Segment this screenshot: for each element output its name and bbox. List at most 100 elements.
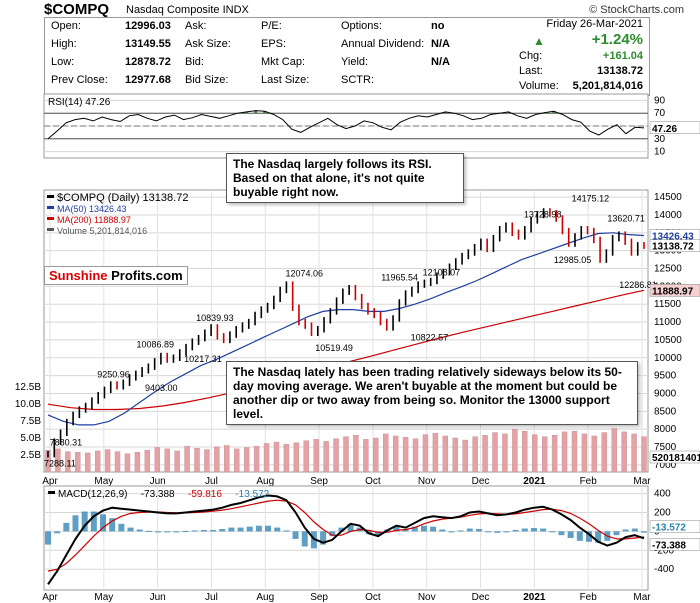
volume-bar [343,436,349,473]
volume-bar [631,433,637,473]
macd-histogram-bar [228,527,235,532]
ma200-last-value: 11888.97 [652,286,694,297]
y-tick-label: 11500 [654,299,682,310]
macd-histogram-bar [136,529,143,532]
x-tick-label: Apr [42,592,58,603]
volume-value: 5,201,814,016 [572,80,643,92]
legend-swatch [47,228,54,231]
prev-close-label: Prev Close: [51,74,108,86]
volume-tick-label: 2.5B [20,450,41,461]
volume-bar [383,433,389,473]
macd-histogram-bar [182,530,189,532]
macd-last-value-box [649,538,700,551]
x-tick-label: Aug [256,592,274,603]
macd-histogram-bar [237,527,244,532]
x-tick-label: Mar [633,592,651,603]
volume-bar [561,431,568,473]
index-name: Nasdaq Composite INDX [126,4,249,16]
high-label: High: [51,38,77,50]
rsi-last-value: 47.26 [652,124,677,135]
macd-legend-swatch [48,491,55,494]
macd-histogram-bar [200,529,207,532]
macd-histogram-bar [585,531,592,542]
volume-tick-label: 5.0B [20,433,41,444]
y-tick-label: 30 [654,134,666,145]
last-label: Last: [519,65,543,77]
x-tick-label: 2021 [523,592,546,603]
volume-bar [621,431,627,473]
price-annotation: 14175.12 [572,194,610,204]
volume-bar [303,440,309,473]
price-annotation: 10217.31 [184,354,222,364]
macd-legend-item: MACD(12,26,9) [58,489,127,500]
volume-bar [273,441,280,473]
macd-histogram-bar [613,531,620,536]
logo-text-profits: Profits.com [111,268,183,283]
macd-histogram-bar [622,529,629,532]
volume-bar [144,450,151,473]
yield-label: Yield: [341,56,369,68]
ma-annotation-note: The Nasdaq lately has been trading relat… [226,361,638,425]
macd-histogram-bar [173,531,180,533]
volume-bar [65,451,71,473]
macd-histogram-bar [540,528,547,532]
price-last-value: 13138.72 [652,242,694,253]
volume-bar [253,445,260,473]
x-tick-label: Jul [205,592,218,603]
macd-last-value: -73.388 [652,540,686,551]
volume-bar [373,437,379,473]
macd-histogram-bar [375,531,382,536]
y-tick-label: 8000 [654,424,677,435]
volume-bar [323,441,329,473]
y-tick-label: 14500 [654,192,682,203]
macd-histogram-bar [347,523,354,532]
change-percent: +1.24% [591,31,643,48]
y-tick-label: 7500 [654,442,677,453]
volume-bar [154,447,160,473]
x-tick-label: Apr [42,476,58,487]
macd-histogram-bar [494,531,501,533]
price-annotation: 10822.57 [411,332,449,342]
volume-bar [214,446,220,473]
change-label: Chg: [519,50,543,62]
macd-histogram-bar [475,529,482,532]
quote-panel: Open: 12996.03 High: 13149.55 Low: 12878… [44,17,650,96]
x-tick-label: Dec [472,476,490,487]
low-label: Low: [51,56,75,68]
macd-histogram-bar [283,530,290,532]
price-panel-frame [43,189,649,473]
rsi-annotation-note: The Nasdaq largely follows its RSI. Base… [226,153,464,203]
price-annotation: 11965.54 [381,273,418,283]
macd-histogram-bar [265,525,272,532]
pe-label: P/E: [261,20,282,32]
macd-legend-item: -59.816 [188,489,222,500]
volume-bar [462,439,468,473]
y-tick-label: 400 [654,489,671,500]
macd-histogram-bar [274,527,281,532]
y-tick-label: 10500 [654,335,682,346]
volume-bar [422,434,429,473]
symbol-title: $COMPQ [44,1,110,18]
x-tick-label: Nov [418,476,436,487]
volume-bar [472,436,478,473]
macd-histogram-last-value-box [649,520,700,533]
volume-last-value: 5201814016 [652,453,700,464]
macd-histogram-bar [118,523,125,532]
bid-size-label: Bid Size: [185,74,229,86]
x-tick-label: 2021 [523,476,546,487]
y-tick-label: 10000 [654,353,682,364]
volume-bar [45,450,51,473]
rsi-last-value-box [649,121,700,135]
volume-bar [283,443,290,473]
ask-size-label: Ask Size: [185,38,231,50]
y-tick-label: -200 [654,545,674,556]
volume-bar [243,447,250,473]
volume-bar [502,433,508,473]
x-tick-label: Sep [310,476,328,487]
macd-histogram-bar [521,528,528,532]
macd-histogram-bar [558,531,565,536]
x-tick-label: Sep [310,592,328,603]
macd-histogram-bar [595,531,602,543]
low-value: 12878.72 [125,56,171,68]
